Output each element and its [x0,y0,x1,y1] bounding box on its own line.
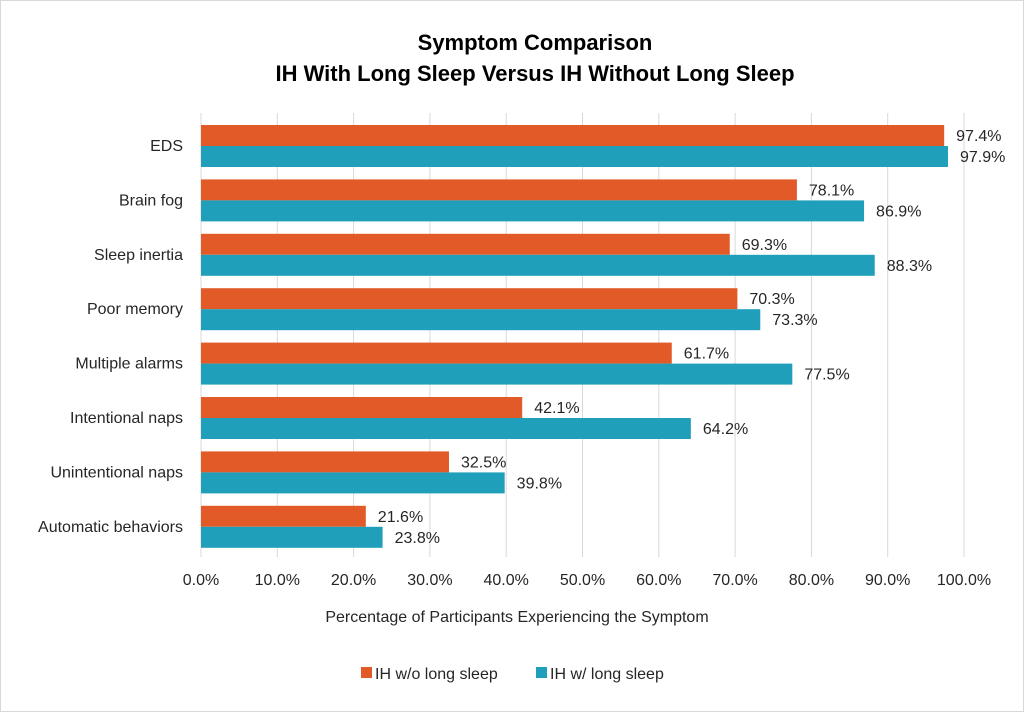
x-tick-label: 40.0% [484,572,529,589]
bar-value-label: 21.6% [378,509,423,526]
category-label: EDS [150,138,183,155]
legend-swatch [536,667,547,678]
category-labels: EDS Brain fog Sleep inertia Poor memory Mult… [38,138,183,536]
bar-value-label: 70.3% [749,291,794,308]
bar-without-long-sleep [201,288,738,310]
bar-without-long-sleep [201,233,730,255]
bar-with-long-sleep [201,146,948,167]
bar-value-label: 88.3% [887,258,932,275]
bar-value-label: 97.9% [960,149,1005,166]
bar-without-long-sleep [201,451,449,473]
chart-title-line-2: IH With Long Sleep Versus IH Without Lon… [275,61,794,86]
bar-without-long-sleep [201,342,672,364]
x-tick-label: 0.0% [183,572,219,589]
category-label: Poor memory [87,301,183,318]
bar-with-long-sleep [201,472,505,494]
bar-value-label: 42.1% [534,400,579,417]
x-tick-labels: 0.0% 10.0% 20.0% 30.0% 40.0% 50.0% 60.0% 70.0% 8… [183,572,991,589]
x-tick-label: 100.0% [937,572,991,589]
bar-with-long-sleep [201,526,383,548]
bar-value-label: 39.8% [517,475,562,492]
bar-value-label: 32.5% [461,454,506,471]
bar-value-label: 77.5% [804,367,849,384]
x-tick-label: 90.0% [865,572,910,589]
x-tick-label: 60.0% [636,572,681,589]
bar-without-long-sleep [201,505,366,527]
bar-value-label: 86.9% [876,203,921,220]
legend-swatch [361,667,372,678]
legend-label: IH w/o long sleep [375,666,498,683]
bar-value-label: 64.2% [703,421,748,438]
x-tick-label: 50.0% [560,572,605,589]
x-tick-label: 20.0% [331,572,376,589]
x-tick-label: 30.0% [407,572,452,589]
x-axis-title: Percentage of Participants Experiencing … [325,609,708,626]
bar-value-label: 97.4% [956,128,1001,145]
category-label: Multiple alarms [75,356,183,373]
bar-with-long-sleep [201,363,793,385]
bar-value-label: 73.3% [772,312,817,329]
bar-value-label: 78.1% [809,182,854,199]
legend-label: IH w/ long sleep [550,666,664,683]
x-tick-label: 10.0% [255,572,300,589]
legend: IH w/o long sleep IH w/ long sleep [361,666,664,683]
category-label: Sleep inertia [94,247,183,264]
data-labels: 97.4% 97.9% 78.1% 86.9% 69.3% 88.3% 70.3% 73.3%… [378,128,1006,547]
category-label: Intentional naps [70,410,183,427]
x-tick-label: 70.0% [712,572,757,589]
bar-without-long-sleep [201,397,523,418]
chart-title-line-1: Symptom Comparison [418,30,653,55]
category-label: Brain fog [119,192,183,209]
bar-with-long-sleep [201,254,875,276]
category-label: Automatic behaviors [38,519,183,536]
bar-value-label: 61.7% [684,346,729,363]
bar-with-long-sleep [201,200,865,222]
category-label: Unintentional naps [50,464,183,481]
bar-value-label: 69.3% [742,237,787,254]
bar-without-long-sleep [201,179,797,201]
bar-with-long-sleep [201,309,761,331]
x-tick-label: 80.0% [789,572,834,589]
bar-value-label: 23.8% [395,530,440,547]
bar-with-long-sleep [201,418,691,439]
bar-without-long-sleep [201,125,945,146]
bars [201,125,948,548]
